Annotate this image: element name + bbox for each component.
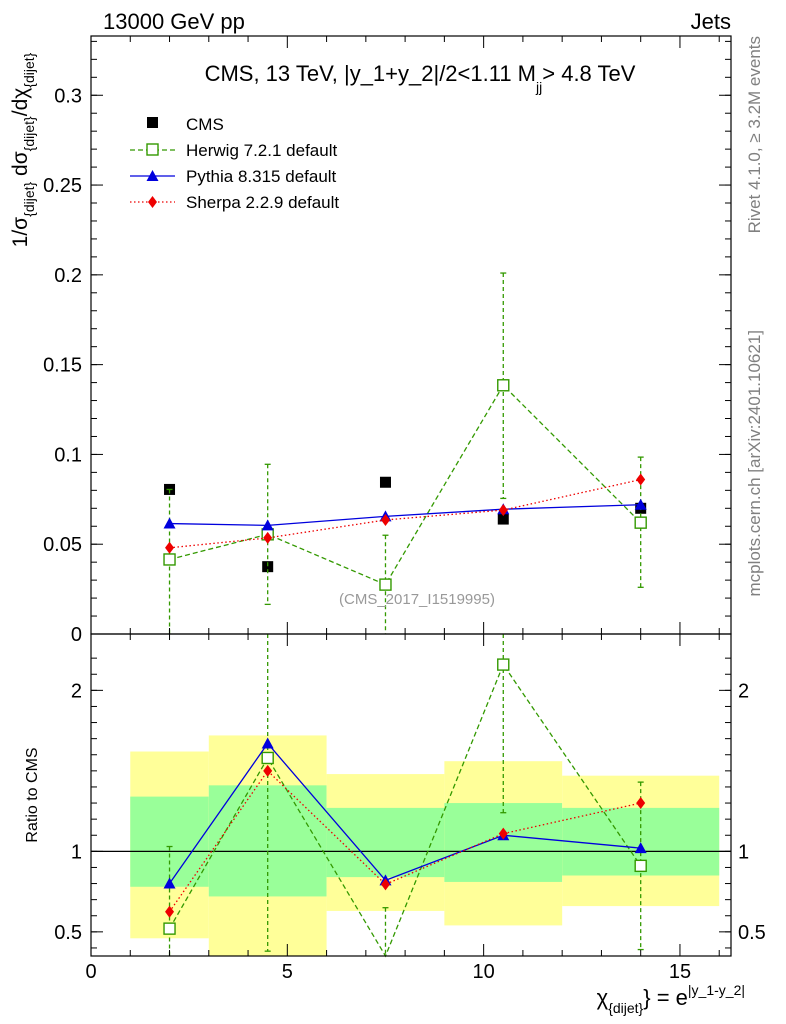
xtick-label: 15	[669, 961, 691, 983]
header-right: Jets	[691, 9, 731, 34]
xtick-label: 0	[85, 961, 96, 983]
main-herwig-point	[379, 578, 392, 591]
ratio-sherpa-point	[498, 827, 508, 840]
main-ytick-label: 0.3	[54, 85, 82, 107]
main-sherpa-point	[165, 541, 175, 554]
ratio-pythia-point	[163, 877, 176, 889]
main-sherpa-point	[636, 473, 646, 486]
ratio-pythia-point	[261, 737, 274, 749]
ratio-ylabel: Ratio to CMS	[24, 747, 41, 842]
watermark: (CMS_2017_I1519995)	[339, 591, 495, 608]
main-cms-point	[379, 476, 391, 488]
title-subscript: jj	[535, 79, 542, 95]
rivet-label: Rivet 4.1.0, ≥ 3.2M events	[745, 36, 764, 233]
ratio-xlabel: χ{dijet}} = e|y_1-y_2|	[597, 982, 745, 1016]
main-sherpa-line	[169, 478, 641, 549]
ratio-band-inner	[130, 796, 209, 887]
ratio-ytick-label-right: 0.5	[738, 922, 766, 944]
main-sherpa-point	[263, 531, 273, 544]
ratio-sherpa-point	[380, 878, 390, 891]
main-ylabel: 1/σ{dijet} dσ{dijet}/dχ{dijet}	[9, 52, 37, 247]
main-pythia-point	[634, 498, 647, 510]
ratio-pythia-point	[634, 842, 647, 854]
ratio-herwig-point	[497, 658, 510, 671]
ratio-frame	[90, 633, 732, 957]
legend-herwig-marker	[146, 143, 159, 156]
legend-cms-label: CMS	[186, 115, 224, 134]
main-herwig-point	[163, 553, 176, 566]
main-pythia-line	[169, 504, 641, 527]
header-left: 13000 GeV pp	[103, 9, 245, 34]
legend-sherpa-label: Sherpa 2.2.9 default	[186, 193, 339, 212]
ratio-sherpa-point	[165, 905, 175, 918]
legend-pythia-marker	[146, 170, 159, 181]
ratio-band-inner	[444, 803, 563, 882]
legend-sherpa-marker	[148, 196, 157, 208]
ratio-herwig-point	[261, 751, 274, 765]
mcplots-label: mcplots.cern.ch [arXiv:2401.10621]	[745, 330, 764, 596]
main-herwig-line	[169, 384, 642, 586]
main-cms-point	[497, 513, 509, 525]
chart-title: CMS, 13 TeV, |y_1+y_2|/2<1.11 Mjj> 4.8 T…	[205, 61, 636, 95]
main-ytick-label: 0.05	[43, 534, 82, 556]
title-tail: > 4.8 TeV	[542, 61, 635, 86]
main-panel: 0 0.05 0.1 0.15 0.2 0.25 0.3 (CMS_2017_I151999…	[9, 35, 732, 646]
legend-pythia-label: Pythia 8.315 default	[186, 167, 337, 186]
main-sherpa-point	[380, 513, 390, 526]
legend-cms-marker	[147, 117, 158, 128]
main-cms-point	[262, 561, 274, 573]
ratio-herwig-point	[634, 859, 647, 873]
ratio-panel: 0.5 0.5 1 1 2 2 0 5 10 15 Ratio to CMS χ{dijet}} …	[24, 633, 766, 1016]
legend: CMS Herwig 7.2.1 default Pythia 8.315 de…	[130, 115, 339, 212]
main-ytick-label: 0.25	[43, 175, 82, 197]
legend-herwig-label: Herwig 7.2.1 default	[186, 141, 337, 160]
main-herwig-point	[497, 379, 510, 392]
xtick-label: 10	[473, 961, 495, 983]
main-ytick-label: 0.2	[54, 265, 82, 287]
ratio-ytick-label: 2	[71, 680, 82, 702]
main-pythia-point	[163, 517, 176, 529]
ratio-sherpa-point	[636, 797, 646, 810]
ratio-ytick-label-right: 1	[738, 841, 749, 863]
main-ytick-label: 0	[71, 624, 82, 646]
ratio-ytick-label-right: 2	[738, 680, 749, 702]
main-pythia-point	[261, 519, 274, 531]
ratio-ytick-label: 0.5	[54, 922, 82, 944]
ratio-herwig-point	[163, 922, 176, 935]
main-herwig-point	[634, 516, 647, 529]
xtick-label: 5	[282, 961, 293, 983]
main-sherpa-point	[498, 504, 508, 517]
main-ytick-label: 0.15	[43, 355, 82, 377]
ratio-ytick-label: 1	[71, 841, 82, 863]
ratio-sherpa-point	[263, 764, 273, 777]
main-ytick-label: 0.1	[54, 444, 82, 466]
